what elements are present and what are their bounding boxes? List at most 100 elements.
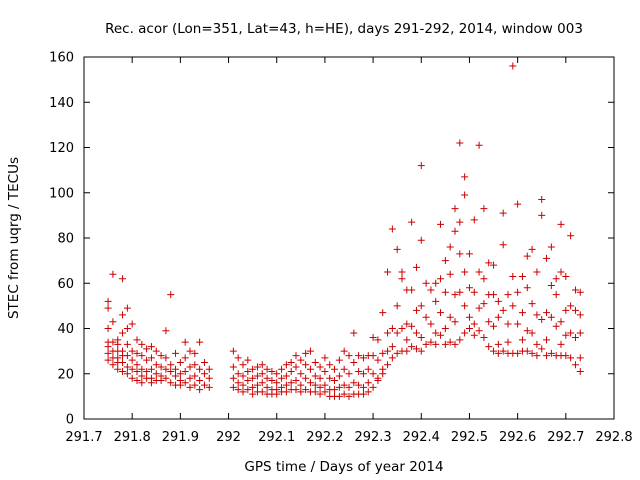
data-point (200, 370, 208, 378)
axis-ticks: 291.7 291.8 291.9 292 292.1 292.2 292.3 292.4 29… (49, 51, 632, 446)
data-point (465, 313, 473, 321)
data-point (306, 347, 314, 355)
data-point (533, 268, 541, 276)
data-point (287, 379, 295, 387)
data-point (355, 381, 363, 389)
x-tick-label: 292.2 (306, 430, 343, 445)
x-tick-label: 292.5 (451, 430, 488, 445)
data-point (234, 370, 242, 378)
data-point (408, 322, 416, 330)
x-tick-label: 292 (216, 430, 241, 445)
data-point (451, 291, 459, 299)
data-point (244, 367, 252, 375)
data-point (490, 261, 498, 269)
data-point (350, 379, 358, 387)
data-point (393, 302, 401, 310)
data-point (297, 388, 305, 396)
data-point (403, 347, 411, 355)
x-tick-label: 292.6 (499, 430, 536, 445)
data-point (123, 340, 131, 348)
data-point (461, 173, 469, 181)
data-point (244, 356, 252, 364)
data-point (388, 225, 396, 233)
data-point (128, 320, 136, 328)
data-point (567, 354, 575, 362)
data-point (557, 340, 565, 348)
data-point (268, 377, 276, 385)
data-point (162, 354, 170, 362)
data-point (253, 381, 261, 389)
data-point (494, 349, 502, 357)
data-point (297, 381, 305, 389)
data-point (369, 370, 377, 378)
data-point (417, 162, 425, 170)
data-point (138, 379, 146, 387)
data-point (364, 379, 372, 387)
data-point (451, 318, 459, 326)
data-point (292, 377, 300, 385)
data-point (384, 361, 392, 369)
data-point (340, 347, 348, 355)
data-point (147, 379, 155, 387)
data-point (576, 288, 584, 296)
data-point (200, 358, 208, 366)
data-point (326, 374, 334, 382)
data-point (514, 349, 522, 357)
data-point (249, 374, 257, 382)
data-point (504, 320, 512, 328)
data-point (432, 297, 440, 305)
y-tick-label: 120 (49, 141, 74, 156)
data-point (490, 291, 498, 299)
data-point (393, 329, 401, 337)
data-point (306, 365, 314, 373)
y-tick-label: 80 (57, 232, 74, 247)
chart-title: Rec. acor (Lon=351, Lat=43, h=HE), days … (105, 21, 583, 37)
data-point (181, 379, 189, 387)
data-point (239, 388, 247, 396)
data-point (263, 374, 271, 382)
data-point (157, 363, 165, 371)
data-point (514, 288, 522, 296)
data-point (167, 291, 175, 299)
data-point (456, 139, 464, 147)
data-point (335, 383, 343, 391)
data-point (138, 365, 146, 373)
data-point (167, 367, 175, 375)
data-point (350, 329, 358, 337)
data-point (571, 361, 579, 369)
data-point (451, 227, 459, 235)
data-point (181, 338, 189, 346)
data-point (278, 365, 286, 373)
data-point (528, 300, 536, 308)
data-point (485, 343, 493, 351)
data-point (109, 270, 117, 278)
data-point (528, 245, 536, 253)
data-point (359, 390, 367, 398)
data-point (470, 288, 478, 296)
data-point (499, 241, 507, 249)
data-point (234, 354, 242, 362)
data-point (562, 331, 570, 339)
data-point (523, 252, 531, 260)
data-point (253, 372, 261, 380)
data-point (258, 361, 266, 369)
data-point (528, 349, 536, 357)
data-point (128, 347, 136, 355)
data-point (128, 365, 136, 373)
data-point (543, 352, 551, 360)
data-point (157, 377, 165, 385)
data-point (292, 352, 300, 360)
data-point (186, 347, 194, 355)
data-point (461, 329, 469, 337)
data-point (422, 340, 430, 348)
data-point (393, 245, 401, 253)
data-point (552, 291, 560, 299)
data-point (403, 320, 411, 328)
data-point (273, 379, 281, 387)
y-tick-label: 20 (57, 367, 74, 382)
data-point (499, 209, 507, 217)
x-tick-label: 292.3 (354, 430, 391, 445)
data-point (287, 367, 295, 375)
data-point (374, 377, 382, 385)
data-point (249, 365, 257, 373)
